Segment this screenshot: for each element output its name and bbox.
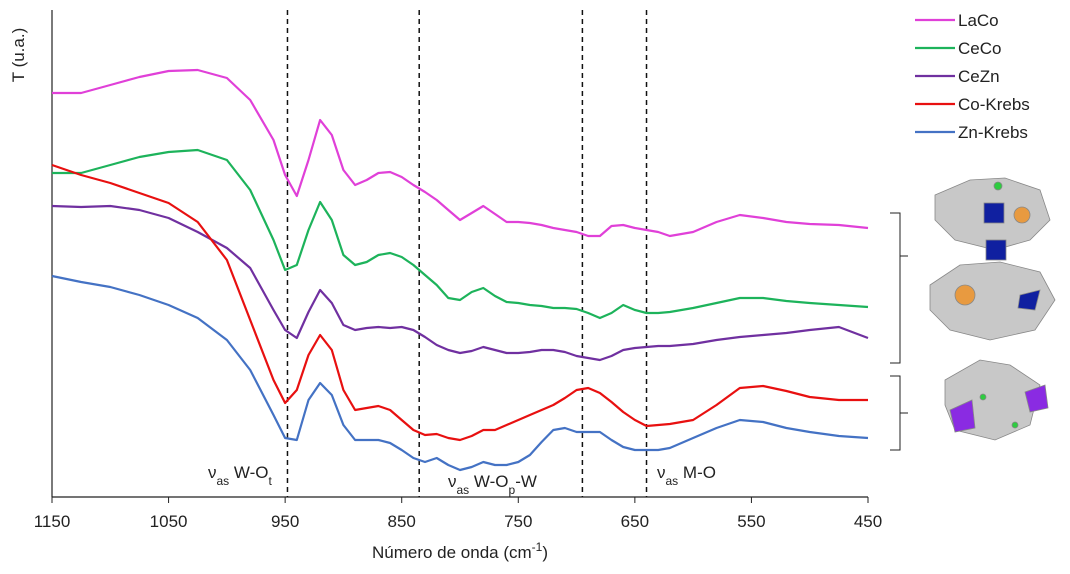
polyhedron [1013,206,1031,224]
series-line [51,204,869,362]
x-tick-label: 1150 [34,512,71,531]
label-part: t [269,474,273,488]
atom [979,393,987,401]
legend-label: LaCo [958,11,999,30]
x-axis-label: Número de onda (cm-1) [372,540,548,562]
polyhedron [983,202,1005,224]
bracket [890,375,908,451]
label-part: ν [208,463,217,482]
label-part: Número de onda (cm [372,543,532,562]
atom [993,181,1003,191]
polyhedron [1017,289,1041,311]
legend-label: CeZn [958,67,1000,86]
annotation: νas W-Op-W [448,472,537,497]
polyhedron [954,284,976,306]
annotation: νas W-Ot [208,463,273,488]
polyhedron [1024,384,1049,413]
label-part: p [509,483,516,497]
polyhedra-cluster [929,261,1056,341]
x-tick-label: 750 [504,512,532,531]
label-part: -1 [532,540,543,554]
label-part: ) [542,543,548,562]
label-part: W-O [469,472,508,491]
x-tick-label: 650 [621,512,649,531]
x-tick-label: 850 [388,512,416,531]
structures [929,177,1056,441]
polyhedron [985,239,1007,261]
series-line [51,274,869,472]
x-tick-label: 550 [737,512,765,531]
bracket [890,212,908,364]
legend-label: Co-Krebs [958,95,1030,114]
label-part: ν [657,463,666,482]
brackets [890,212,908,451]
label-part: as [457,483,470,497]
annotation: νas M-O [657,463,716,488]
label-part: ν [448,472,457,491]
series-line [52,148,869,320]
x-tick-label: 1050 [150,512,188,531]
x-tick-label: 950 [271,512,299,531]
label-part: M-O [678,463,716,482]
label-part: -W [515,472,537,491]
series-line [52,68,869,238]
label-part: as [217,474,230,488]
x-tick-label: 450 [854,512,882,531]
label-part: as [666,474,679,488]
label-part: W-O [229,463,268,482]
polyhedron [949,399,976,433]
legend-label: Zn-Krebs [958,123,1028,142]
atom [1011,421,1019,429]
legend-label: CeCo [958,39,1001,58]
y-axis-label: T (u.a.) [9,28,28,82]
series-line [51,163,868,442]
